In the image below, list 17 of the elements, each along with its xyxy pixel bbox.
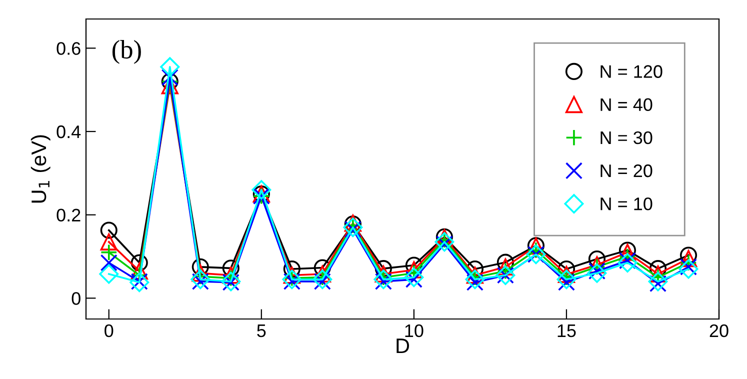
annotation: (b)	[112, 40, 141, 64]
y-tick-label: 0	[72, 292, 80, 305]
x-tick-label: 10	[405, 324, 424, 338]
y-tick-label: 0.2	[56, 208, 80, 222]
y-tick-label: 0.4	[56, 125, 81, 138]
y-tick-label: 0.6	[56, 42, 80, 55]
legend-label: N = 20	[600, 164, 652, 178]
x-tick-label: 15	[558, 324, 576, 338]
x-axis-title: D	[396, 338, 410, 354]
legend-label: N = 40	[600, 98, 652, 112]
y-axis-title: U$_{1}$ (eV)	[30, 135, 50, 203]
legend-label: N = 120	[600, 65, 662, 78]
legend-label: N = 30	[600, 131, 652, 144]
legend-label: N = 10	[600, 197, 652, 210]
x-tick-label: 0	[104, 324, 114, 338]
x-tick-label: 20	[710, 324, 728, 338]
x-tick-label: 5	[257, 324, 266, 338]
